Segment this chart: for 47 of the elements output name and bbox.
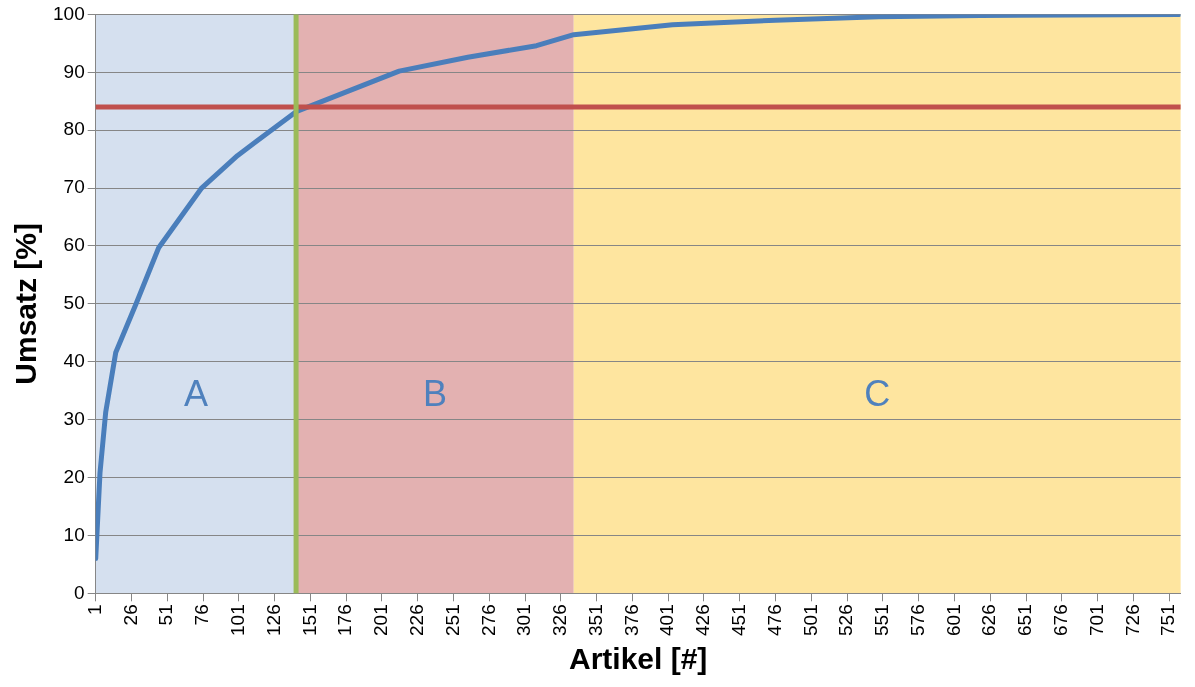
x-tick-label: 326	[549, 604, 571, 636]
x-tick-label: 401	[656, 604, 678, 636]
x-tick-label: 176	[334, 604, 356, 636]
x-tick-label: 1	[83, 604, 105, 615]
x-tick-label: 701	[1085, 604, 1107, 636]
x-tick-label: 126	[262, 604, 284, 636]
x-tick-label: 76	[191, 604, 213, 626]
x-tick-label: 251	[441, 604, 463, 636]
y-tick-label: 60	[63, 234, 85, 256]
y-tick-label: 70	[63, 176, 85, 198]
x-tick-label: 451	[728, 604, 750, 636]
y-tick-label: 100	[53, 2, 85, 24]
x-tick-label: 676	[1050, 604, 1072, 636]
x-tick-label: 151	[298, 604, 320, 636]
x-tick-label: 526	[835, 604, 857, 636]
y-tick-label: 90	[63, 60, 85, 82]
x-tick-label: 551	[871, 604, 893, 636]
x-tick-label: 376	[620, 604, 642, 636]
x-tick-label: 276	[477, 604, 499, 636]
y-tick-label: 20	[63, 465, 85, 487]
y-tick-label: 0	[74, 581, 85, 603]
x-tick-label: 301	[513, 604, 535, 636]
x-tick-label: 426	[692, 604, 714, 636]
x-tick-label: 626	[978, 604, 1000, 636]
y-tick-label: 80	[63, 118, 85, 140]
x-tick-label: 651	[1014, 604, 1036, 636]
x-tick-label: 351	[584, 604, 606, 636]
x-tick-label: 226	[405, 604, 427, 636]
x-tick-label: 726	[1121, 604, 1143, 636]
band-label: C	[864, 373, 891, 415]
y-tick-label: 10	[63, 523, 85, 545]
y-tick-label: 40	[63, 349, 85, 371]
x-tick-label: 476	[763, 604, 785, 636]
x-axis-title: Artikel [#]	[568, 642, 708, 676]
x-tick-label: 201	[370, 604, 392, 636]
y-tick-label: 30	[63, 407, 85, 429]
band-label: A	[183, 373, 208, 415]
x-tick-label: 101	[227, 604, 249, 636]
x-tick-label: 576	[906, 604, 928, 636]
x-tick-label: 751	[1157, 604, 1179, 636]
y-axis-title: Umsatz [%]	[9, 223, 43, 385]
y-tick-label: 50	[63, 292, 85, 314]
x-tick-label: 501	[799, 604, 821, 636]
band-label: B	[422, 373, 447, 415]
x-tick-label: 601	[942, 604, 964, 636]
x-tick-label: 26	[119, 604, 141, 626]
x-tick-label: 51	[155, 604, 177, 626]
